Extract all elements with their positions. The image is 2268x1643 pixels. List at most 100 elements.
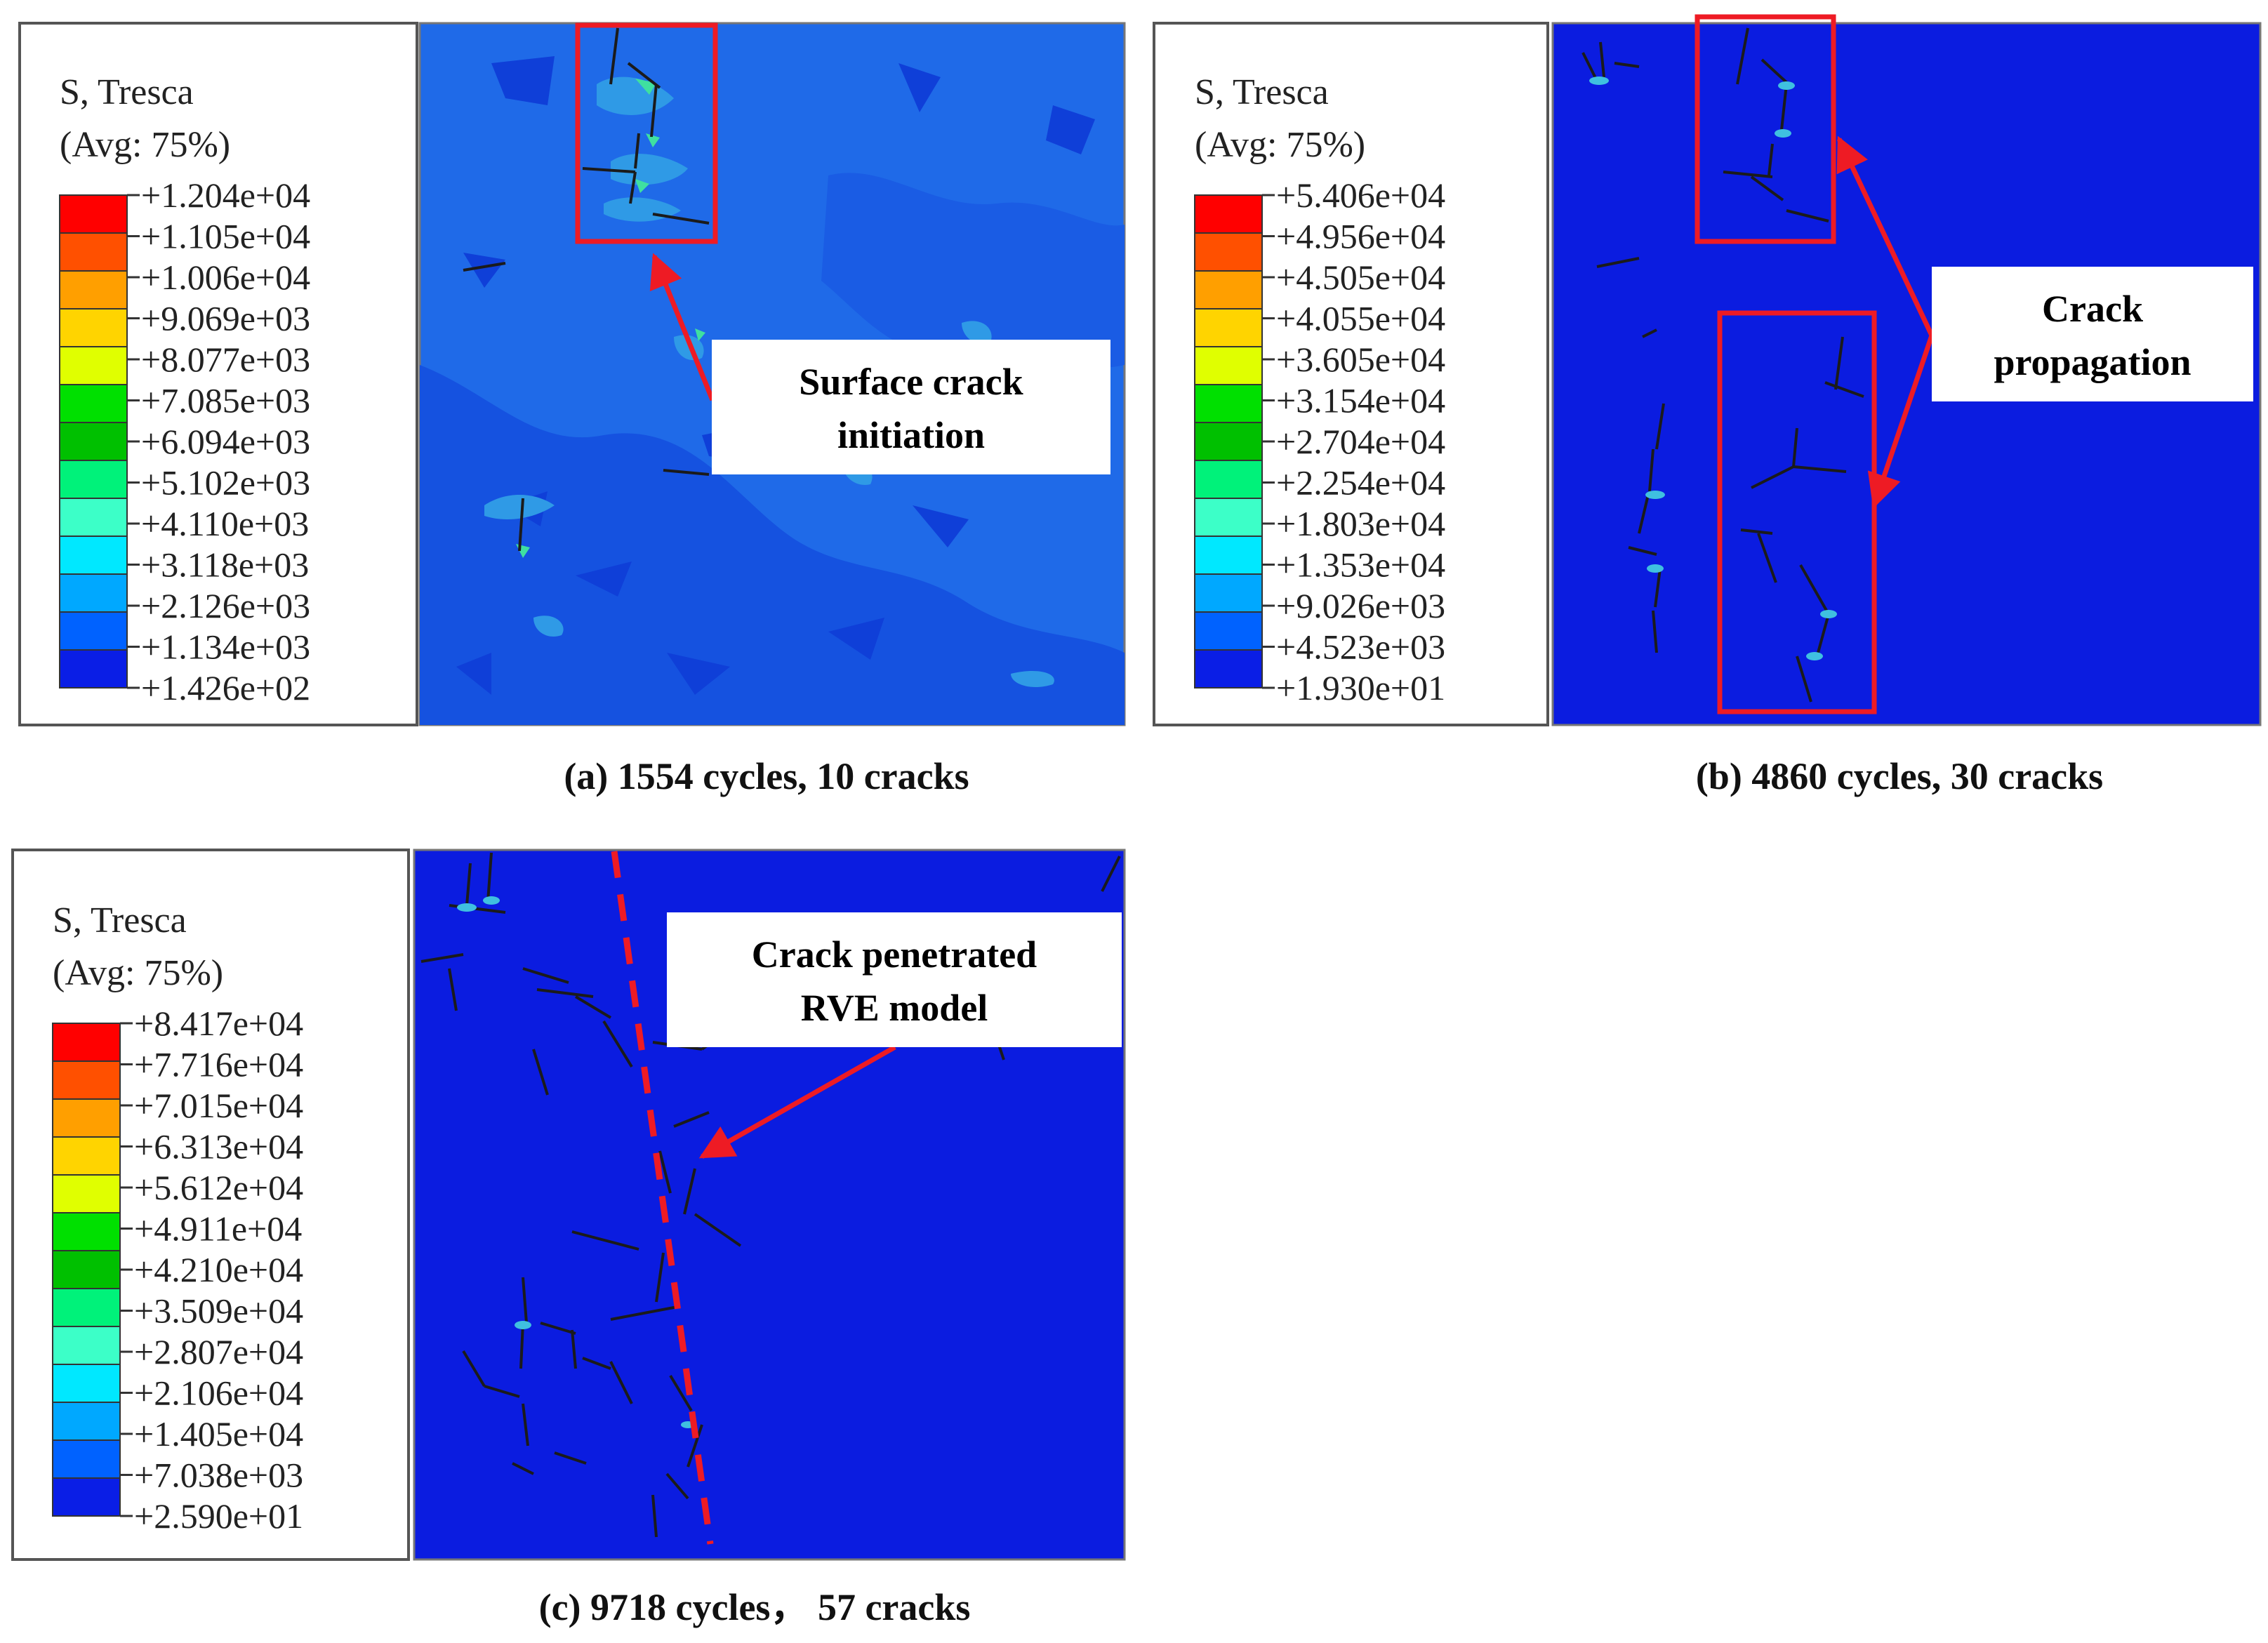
- crack: [1796, 656, 1812, 703]
- colorbar-tick-label: +1.803e+04: [1276, 504, 1445, 543]
- crack: [522, 1277, 528, 1324]
- crack: [1654, 568, 1662, 608]
- crack: [1824, 381, 1864, 398]
- colorbar-band: [52, 1136, 121, 1176]
- callout-text-line1: Crack penetrated: [752, 933, 1037, 976]
- colorbar-band: [52, 1250, 121, 1289]
- colorbar-tick-label: +1.134e+03: [141, 627, 310, 667]
- colorbar-tick-label: +1.006e+04: [141, 258, 310, 297]
- crack: [518, 498, 524, 552]
- crack-tip: [1778, 81, 1795, 90]
- callout-box: [667, 912, 1122, 1047]
- colorbar-tick-label: +4.911e+04: [134, 1209, 302, 1249]
- crack: [484, 1385, 520, 1398]
- colorbar-tick-label: +5.406e+04: [1276, 175, 1445, 215]
- colorbar-ticks: +5.406e+04+4.956e+04+4.505e+04+4.055e+04…: [1262, 175, 1445, 707]
- colorbar-tick-label: +9.026e+03: [1276, 586, 1445, 625]
- colorbar-tick-label: +7.015e+04: [134, 1086, 303, 1125]
- crack: [1642, 328, 1657, 338]
- crack: [629, 171, 637, 204]
- colorbar-tick-label: +8.417e+04: [134, 1004, 303, 1043]
- colorbar-band: [1194, 536, 1263, 575]
- crack: [658, 1150, 672, 1194]
- colorbar-band: [1194, 573, 1263, 613]
- colorbar-tick-label: +7.038e+03: [134, 1456, 303, 1495]
- crack: [1817, 613, 1830, 653]
- legend-subtitle: (Avg: 75%): [53, 953, 223, 993]
- crack: [1793, 465, 1847, 473]
- panel-caption: (c) 9718 cycles， 57 cracks: [539, 1586, 971, 1628]
- crack-initiation-highlight: [575, 22, 718, 244]
- colorbar-tick-label: +2.807e+04: [134, 1332, 303, 1371]
- crack-tip: [1775, 129, 1791, 138]
- crack: [1648, 448, 1654, 492]
- colorbar-ticks: +1.204e+04+1.105e+04+1.006e+04+9.069e+03…: [127, 175, 310, 707]
- moderate-stress-patch: [484, 77, 1054, 688]
- crack: [1760, 58, 1790, 86]
- colorbar-tick-label: +1.426e+02: [141, 668, 310, 707]
- colorbar-band: [1194, 611, 1263, 651]
- crack: [536, 988, 594, 998]
- colorbar-band: [1194, 308, 1263, 347]
- crack: [1792, 427, 1798, 467]
- stress-field-a: Surface crack initiation: [418, 22, 1126, 726]
- crack: [1101, 856, 1121, 892]
- colorbar-band: [59, 536, 128, 575]
- legend-panel-a: S, Tresca (Avg: 75%) +1.204e+04+1.105e+0…: [18, 22, 418, 726]
- colorbar-band: [52, 1439, 121, 1479]
- colorbar-band: [1194, 498, 1263, 537]
- colorbar-band: [52, 1477, 121, 1517]
- colorbar-tick-label: +9.069e+03: [141, 299, 310, 338]
- colorbar-tick-label: +3.118e+03: [141, 545, 309, 585]
- colorbar-band: [1194, 270, 1263, 310]
- crack: [1780, 84, 1788, 131]
- callout-text-line2: propagation: [1994, 341, 2191, 383]
- colorbar-tick-label: +7.716e+04: [134, 1045, 303, 1084]
- colorbar-band: [1194, 460, 1263, 499]
- legend-panel-c: S, Tresca (Avg: 75%) +8.417e+04+7.716e+0…: [11, 849, 410, 1561]
- crack: [1740, 528, 1773, 535]
- colorbar-band: [1194, 422, 1263, 461]
- colorbar-band: [52, 1174, 121, 1213]
- crack: [1614, 62, 1640, 68]
- crack: [1768, 143, 1774, 176]
- crack: [663, 469, 710, 476]
- crack-tip: [515, 1321, 531, 1329]
- colorbar-tick-label: +7.085e+03: [141, 381, 310, 420]
- crack: [609, 27, 619, 85]
- crack: [582, 167, 636, 173]
- colorbar-band: [52, 1023, 121, 1062]
- colorbar-band: [59, 498, 128, 537]
- colorbar-band: [1194, 232, 1263, 272]
- crack: [486, 852, 493, 903]
- colorbar-tick-label: +4.956e+04: [1276, 217, 1445, 256]
- crack: [683, 1168, 696, 1215]
- colorbar-band: [59, 611, 128, 651]
- crack: [1581, 52, 1598, 81]
- crack: [582, 1357, 611, 1370]
- colorbar: [1194, 194, 1263, 689]
- crack: [673, 1111, 710, 1128]
- crack: [1596, 257, 1640, 268]
- crack: [420, 953, 464, 963]
- colorbar-band: [52, 1402, 121, 1441]
- colorbar-band: [52, 1288, 121, 1327]
- colorbar-tick-label: +2.704e+04: [1276, 422, 1445, 461]
- crack-tip: [1647, 564, 1664, 573]
- colorbar-band: [52, 1060, 121, 1100]
- crack: [519, 1322, 524, 1369]
- crack: [1799, 564, 1830, 615]
- colorbar-band: [59, 232, 128, 272]
- crack: [522, 1403, 529, 1446]
- crack: [1638, 494, 1650, 534]
- crack: [650, 84, 658, 138]
- colorbar-band: [1194, 194, 1263, 234]
- low-stress-zone: [420, 365, 1125, 725]
- callout-text-line1: Surface crack: [799, 361, 1023, 403]
- callout-box: [1932, 267, 2253, 401]
- crack: [602, 1020, 633, 1068]
- crack: [1736, 27, 1749, 85]
- colorbar-tick-label: +4.110e+03: [141, 504, 309, 543]
- callout-text-line2: RVE model: [801, 987, 988, 1029]
